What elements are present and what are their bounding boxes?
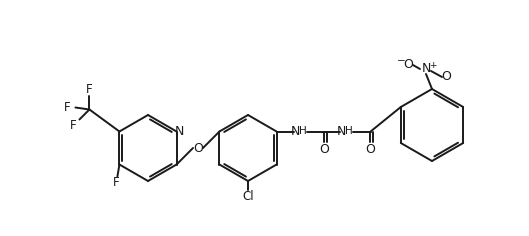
Text: N: N bbox=[421, 63, 431, 76]
Text: O: O bbox=[441, 71, 451, 84]
Text: F: F bbox=[86, 83, 93, 96]
Text: H: H bbox=[299, 126, 306, 136]
Text: O: O bbox=[320, 143, 330, 156]
Text: N: N bbox=[337, 125, 346, 138]
Text: F: F bbox=[70, 119, 77, 132]
Text: F: F bbox=[113, 176, 120, 189]
Text: −: − bbox=[397, 56, 405, 66]
Text: Cl: Cl bbox=[242, 190, 254, 203]
Text: O: O bbox=[193, 142, 203, 155]
Text: N: N bbox=[175, 125, 184, 138]
Text: +: + bbox=[429, 60, 437, 69]
Text: O: O bbox=[366, 143, 376, 156]
Text: H: H bbox=[345, 126, 352, 136]
Text: O: O bbox=[403, 59, 413, 72]
Text: N: N bbox=[291, 125, 300, 138]
Text: F: F bbox=[64, 101, 71, 114]
